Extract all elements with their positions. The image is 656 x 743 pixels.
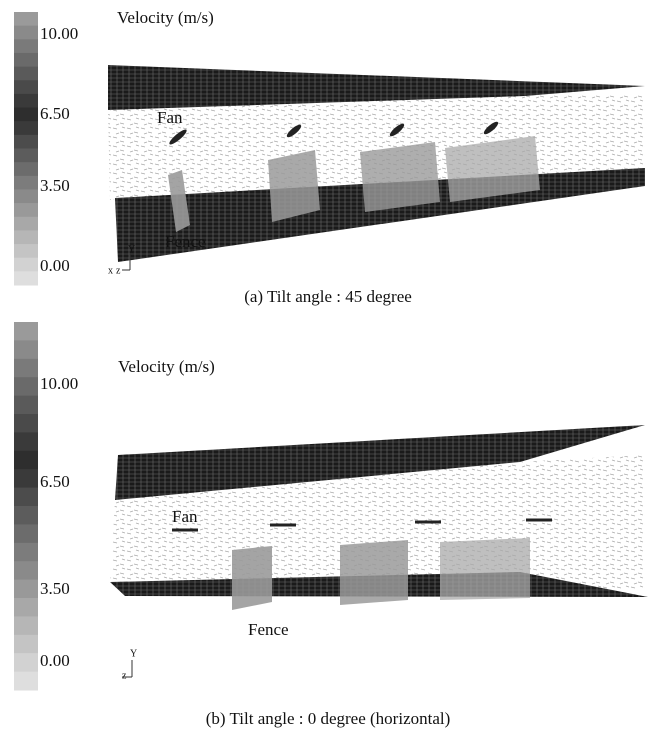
fence [360, 142, 440, 212]
fence-label: Fence [248, 620, 289, 639]
colorbar-band [14, 414, 38, 433]
colorbar-band [14, 39, 38, 53]
colorbar-title: Velocity (m/s) [118, 357, 215, 376]
colorbar-band [14, 149, 38, 163]
colorbar-tick: 0.00 [40, 651, 70, 670]
axis-label: z [122, 670, 127, 681]
colorbar-band [14, 203, 38, 217]
colorbar-band [14, 12, 38, 26]
colorbar-band [14, 162, 38, 176]
colorbar-band [14, 121, 38, 135]
colorbar-band [14, 469, 38, 488]
colorbar-band [14, 258, 38, 272]
colorbar-band [14, 322, 38, 341]
colorbar-band [14, 189, 38, 203]
colorbar-tick: 6.50 [40, 104, 70, 123]
colorbar-tick: 0.00 [40, 256, 70, 275]
fence-label: Fence [165, 232, 206, 251]
panel-a: 10.00 6.50 3.50 0.00 Velocity (m/s) Fan … [14, 8, 645, 306]
colorbar-band [14, 230, 38, 244]
colorbar-band [14, 672, 38, 691]
colorbar-band [14, 653, 38, 672]
colorbar-band [14, 580, 38, 599]
colorbar-band [14, 271, 38, 285]
colorbar-title: Velocity (m/s) [117, 8, 214, 27]
fence [232, 546, 272, 610]
colorbar-band [14, 451, 38, 470]
colorbar-band [14, 359, 38, 378]
axis-label: Y [128, 244, 135, 255]
panel-b: 10.00 6.50 3.50 0.00 Velocity (m/s) Fan … [14, 322, 648, 728]
figure: 10.00 6.50 3.50 0.00 Velocity (m/s) Fan … [0, 0, 656, 743]
caption: (a) Tilt angle : 45 degree [244, 287, 412, 306]
colorbar [14, 322, 38, 691]
colorbar-band [14, 543, 38, 562]
colorbar-tick: 3.50 [40, 176, 70, 195]
colorbar-band [14, 506, 38, 525]
colorbar-tick: 10.00 [40, 24, 78, 43]
colorbar-tick: 3.50 [40, 579, 70, 598]
axis-label: Y [130, 648, 137, 659]
colorbar-band [14, 340, 38, 359]
colorbar-band [14, 377, 38, 396]
colorbar-band [14, 598, 38, 617]
colorbar [14, 12, 38, 286]
colorbar-band [14, 26, 38, 40]
fence [440, 538, 530, 600]
axis-label: z [116, 265, 121, 276]
colorbar-band [14, 488, 38, 507]
colorbar-band [14, 108, 38, 122]
colorbar-band [14, 616, 38, 635]
colorbar-band [14, 80, 38, 94]
colorbar-band [14, 396, 38, 415]
axis-label: x [108, 265, 113, 276]
colorbar-band [14, 244, 38, 258]
colorbar-band [14, 53, 38, 67]
fan-label: Fan [157, 108, 183, 127]
colorbar-band [14, 135, 38, 149]
colorbar-band [14, 561, 38, 580]
caption: (b) Tilt angle : 0 degree (horizontal) [206, 709, 451, 728]
colorbar-band [14, 176, 38, 190]
colorbar-band [14, 524, 38, 543]
colorbar-tick: 6.50 [40, 472, 70, 491]
fan-label: Fan [172, 507, 198, 526]
fence [268, 150, 320, 222]
fence [340, 540, 408, 605]
colorbar-band [14, 94, 38, 108]
colorbar-band [14, 432, 38, 451]
colorbar-band [14, 217, 38, 231]
colorbar-band [14, 635, 38, 654]
colorbar-tick: 10.00 [40, 374, 78, 393]
colorbar-band [14, 67, 38, 81]
